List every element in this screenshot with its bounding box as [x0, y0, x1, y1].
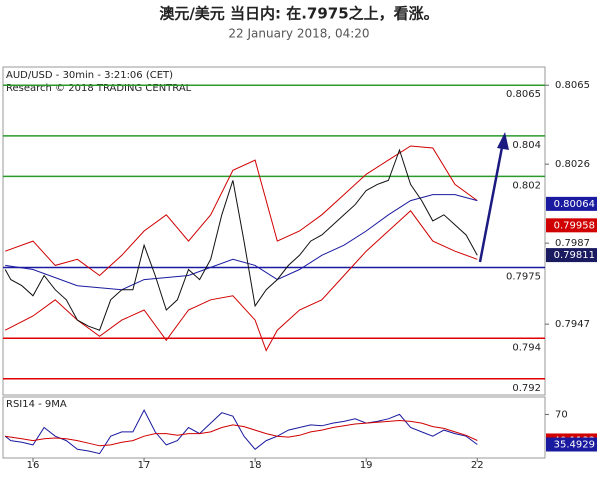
- price-tag-label: 0.79958: [554, 220, 595, 231]
- annotation: Research © 2018 TRADING CENTRAL: [6, 83, 192, 94]
- price-tag: [546, 196, 597, 211]
- level-label: 0.792: [512, 383, 541, 394]
- series-line: [5, 145, 478, 277]
- y-tick-label: 0.8026: [555, 159, 590, 170]
- price-panel: [2, 66, 546, 396]
- y-tick-label: 70: [555, 409, 568, 420]
- series-line: [4, 148, 478, 331]
- price-tag-label: 35.4929: [554, 439, 595, 450]
- series-line: [5, 194, 478, 291]
- series-line: [4, 210, 478, 352]
- rsi-title: RSI14 - 9MA: [6, 399, 67, 410]
- level-label: 0.7975: [506, 271, 541, 282]
- y-tick-label: 0.8065: [555, 80, 590, 91]
- series-line: [5, 419, 478, 447]
- series-line: [4, 409, 478, 455]
- price-tag: [546, 437, 597, 452]
- price-tag: [546, 218, 597, 233]
- price-tag-label: 0.80064: [554, 199, 595, 210]
- x-tick-label: 17: [138, 460, 151, 471]
- rsi-panel: [2, 396, 546, 459]
- forecast-arrow: [478, 141, 505, 263]
- price-tag: [546, 248, 597, 263]
- annotation: AUD/USD - 30min - 3:21:06 (CET): [6, 70, 173, 81]
- y-tick-label: 0.7947: [555, 319, 590, 330]
- level-label: 0.8065: [506, 89, 541, 100]
- x-tick-label: 19: [360, 460, 373, 471]
- level-label: 0.794: [512, 342, 541, 353]
- forecast-arrowhead: [497, 132, 509, 150]
- x-tick-label: 18: [249, 460, 262, 471]
- chart-title: 澳元/美元 当日内: 在.7975之上，看涨。: [159, 5, 438, 23]
- x-tick-label: 22: [471, 460, 484, 471]
- level-label: 0.804: [512, 140, 541, 151]
- y-tick-label: 0.7987: [555, 238, 590, 249]
- x-tick-label: 16: [27, 460, 40, 471]
- price-tag-label: 0.79811: [554, 250, 595, 261]
- level-label: 0.802: [512, 180, 541, 191]
- chart-subtitle: 22 January 2018, 04:20: [228, 27, 369, 41]
